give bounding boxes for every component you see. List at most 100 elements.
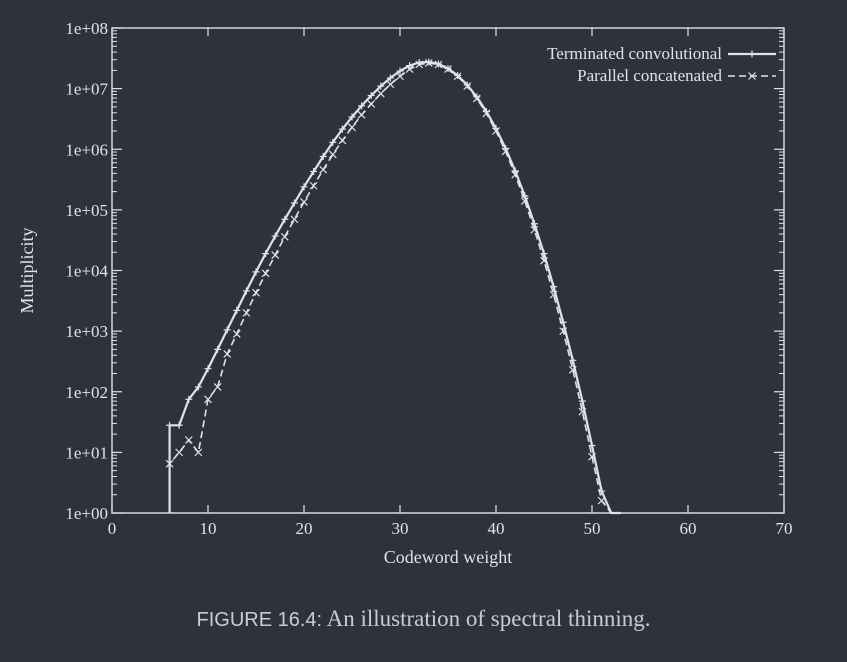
- plus-marker: [185, 395, 193, 403]
- plus-marker: [748, 50, 756, 58]
- plus-marker: [166, 421, 174, 429]
- cross-marker: [472, 94, 481, 103]
- plus-marker: [377, 82, 385, 90]
- spectral-thinning-chart: 0 10 20 30 40 50 60 70 1e+00 1e+01 1e+02 1e+03 1e+04…: [17, 19, 793, 567]
- cross-marker: [540, 256, 548, 265]
- cross-marker: [444, 65, 452, 74]
- plus-marker: [290, 199, 298, 207]
- plus-marker: [540, 250, 548, 258]
- caption-text: An illustration of spectral thinning.: [322, 606, 651, 631]
- cross-marker: [194, 448, 203, 457]
- legend-label: Terminated convolutional: [547, 44, 722, 63]
- cross-marker: [482, 109, 491, 118]
- legend-label: Parallel concatenated: [577, 66, 722, 85]
- y-tick-label: 1e+04: [65, 262, 108, 281]
- cross-marker: [213, 383, 222, 391]
- cross-marker: [748, 72, 756, 80]
- y-tick-label: 1e+06: [65, 140, 108, 159]
- cross-marker: [338, 136, 347, 145]
- plus-marker: [242, 287, 250, 295]
- y-tick-label: 1e+03: [65, 322, 108, 341]
- plus-marker: [338, 125, 346, 133]
- series-parallel-concatenated: [165, 59, 621, 514]
- cross-marker: [396, 72, 404, 81]
- x-tick-label: 0: [108, 519, 117, 538]
- x-tick-label: 10: [200, 519, 217, 538]
- cross-marker: [232, 329, 241, 338]
- cross-marker: [328, 150, 337, 159]
- cross-marker: [252, 288, 260, 297]
- cross-marker: [165, 459, 174, 468]
- x-axis-label: Codeword weight: [384, 547, 512, 567]
- cross-marker: [559, 327, 568, 336]
- plus-marker: [194, 383, 202, 391]
- plus-marker: [281, 215, 289, 223]
- y-tick-label: 1e+02: [65, 383, 108, 402]
- plus-marker: [348, 113, 356, 121]
- cross-marker: [520, 197, 529, 205]
- plus-marker: [588, 441, 596, 449]
- x-tick-label: 40: [488, 519, 505, 538]
- legend: Terminated convolutional Parallel concate…: [547, 44, 776, 85]
- x-tick-label: 70: [776, 519, 793, 538]
- plus-marker: [396, 67, 404, 75]
- y-tick-label: 1e+07: [65, 80, 108, 99]
- cross-marker: [530, 225, 539, 234]
- plus-marker: [425, 58, 433, 66]
- x-tick-label: 50: [584, 519, 601, 538]
- cross-marker: [568, 365, 577, 374]
- cross-marker: [588, 452, 596, 461]
- plus-marker: [358, 102, 366, 110]
- plus-marker: [310, 167, 318, 175]
- cross-marker: [357, 110, 366, 119]
- cross-marker: [242, 308, 251, 317]
- y-tick-label: 1e+05: [65, 201, 108, 220]
- plus-marker: [329, 138, 337, 146]
- cross-marker: [597, 496, 606, 505]
- plus-marker: [204, 365, 212, 373]
- cross-marker: [280, 232, 289, 241]
- cross-marker: [386, 80, 395, 89]
- plot-frame: [111, 27, 785, 514]
- cross-marker: [424, 59, 433, 67]
- cross-marker: [434, 60, 443, 69]
- plus-marker: [300, 183, 308, 191]
- plus-marker: [175, 421, 183, 429]
- y-axis-label: Multiplicity: [17, 227, 37, 313]
- y-tick-label: 1e+01: [65, 443, 108, 462]
- plus-marker: [271, 232, 279, 240]
- figure-caption: FIGURE 16.4: An illustration of spectral…: [0, 606, 847, 632]
- cross-marker: [453, 72, 462, 81]
- plus-marker: [319, 152, 327, 160]
- cross-marker: [578, 407, 587, 416]
- caption-label: FIGURE 16.4:: [196, 609, 323, 631]
- cross-marker: [175, 448, 184, 457]
- cross-marker: [204, 395, 212, 404]
- cross-marker: [271, 251, 280, 259]
- cross-marker: [290, 215, 299, 224]
- cross-marker: [405, 65, 414, 74]
- plus-marker: [223, 326, 231, 334]
- cross-marker: [492, 127, 500, 135]
- cross-marker: [511, 170, 520, 179]
- cross-marker: [367, 99, 376, 108]
- cross-marker: [223, 350, 232, 358]
- plus-marker: [367, 92, 375, 100]
- y-tick-label: 1e+08: [65, 19, 108, 38]
- cross-marker: [549, 290, 558, 299]
- plus-marker: [214, 345, 222, 353]
- plus-marker: [473, 93, 481, 101]
- cross-marker: [501, 147, 510, 156]
- plus-marker: [252, 268, 260, 276]
- cross-marker: [319, 165, 328, 174]
- cross-marker: [309, 181, 318, 190]
- cross-marker: [261, 269, 270, 278]
- plus-marker: [578, 397, 586, 405]
- cross-marker: [184, 436, 193, 444]
- cross-marker: [415, 60, 424, 69]
- plus-marker: [406, 62, 414, 70]
- series-terminated-convolutional: [166, 58, 621, 515]
- cross-marker: [348, 123, 356, 132]
- cross-marker: [300, 198, 308, 206]
